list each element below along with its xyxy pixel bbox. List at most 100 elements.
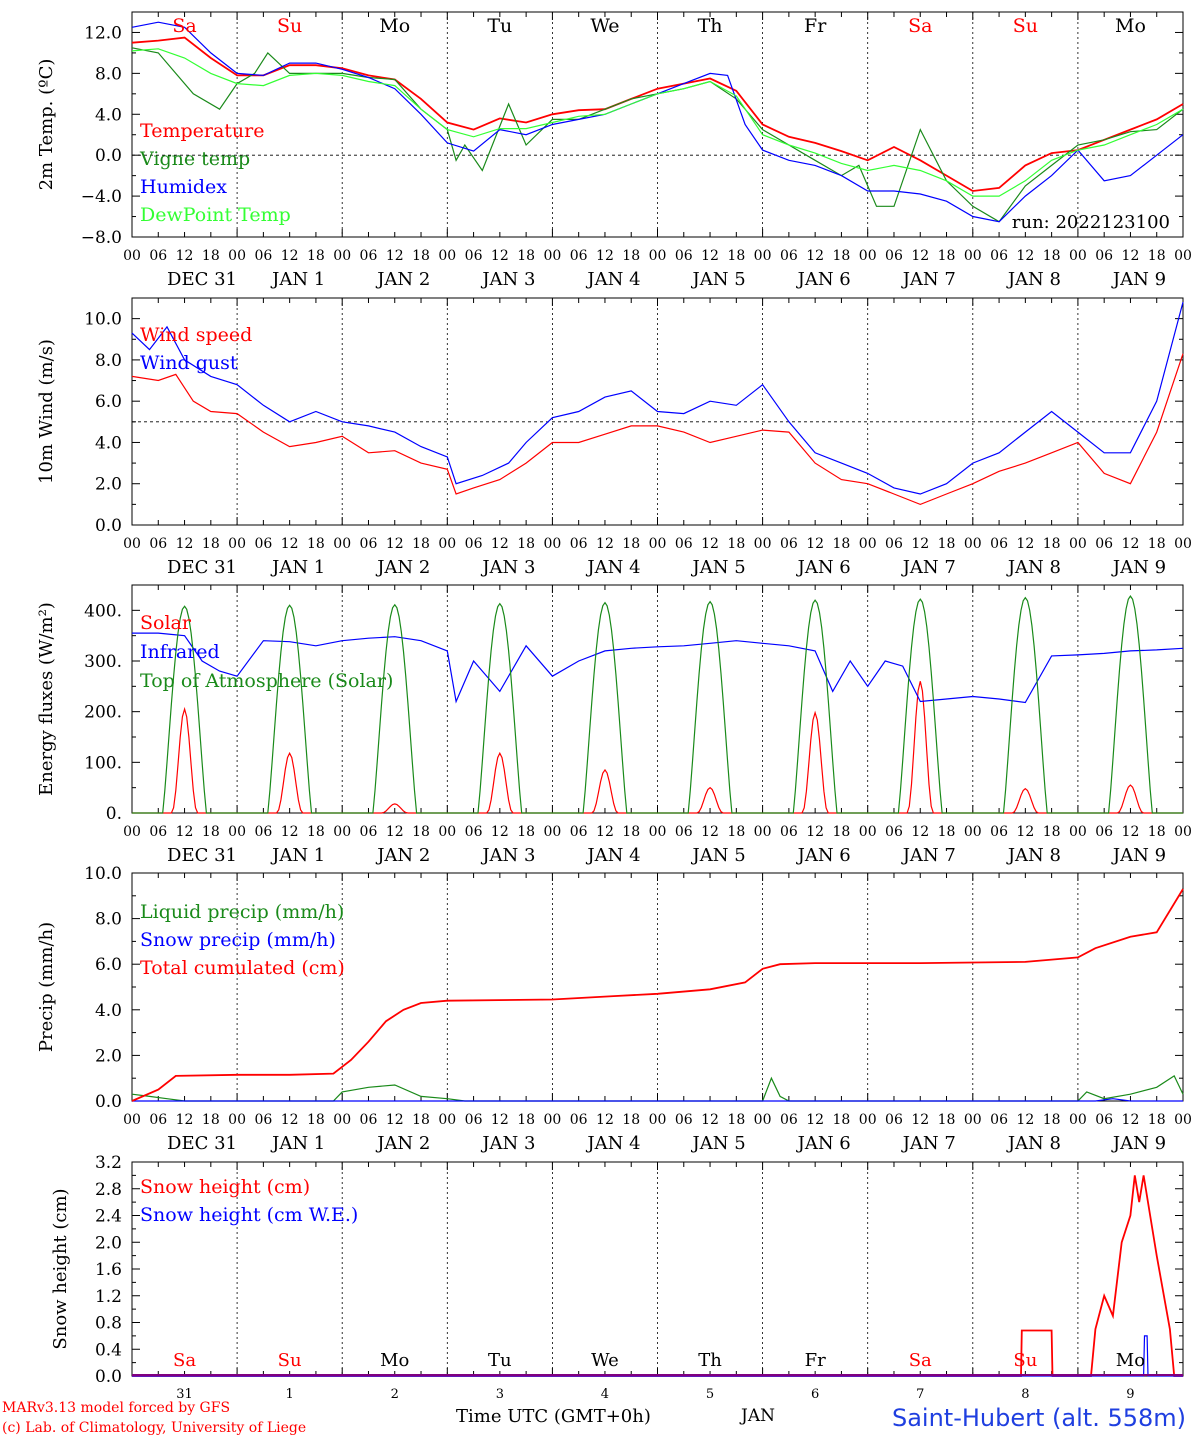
- x-date-label: JAN 3: [480, 269, 535, 290]
- x-hour-label: 06: [254, 824, 272, 840]
- x-hour-label: 18: [517, 248, 535, 264]
- x-hour-label: 06: [1095, 824, 1113, 840]
- x-hour-label: 12: [281, 824, 299, 840]
- x-hour-label: 12: [806, 1112, 824, 1128]
- series-line-top-of-atmosphere-solar-: [132, 595, 1183, 814]
- weekday-label: We: [591, 1350, 619, 1371]
- x-date-label: JAN 6: [796, 557, 851, 578]
- x-hour-label: 06: [1095, 1112, 1113, 1128]
- y-tick-label: 0.0: [95, 1367, 122, 1387]
- x-date-label: JAN 6: [796, 845, 851, 866]
- x-date-label: JAN 8: [1006, 845, 1061, 866]
- y-tick-label: 2.4: [95, 1207, 122, 1227]
- y-tick-label: 4.0: [95, 105, 122, 125]
- plot-frame: [131, 584, 1184, 814]
- weekday-label: Tu: [487, 15, 512, 37]
- y-tick-label: 0.8: [95, 1314, 122, 1334]
- day-number-label: 31: [176, 1387, 193, 1400]
- x-hour-label: 06: [990, 248, 1008, 264]
- y-tick-label: 6.0: [95, 392, 122, 412]
- x-date-label: JAN 3: [480, 557, 535, 578]
- legend-label: Humidex: [140, 176, 227, 198]
- y-tick-label: 10.0: [84, 310, 122, 330]
- x-hour-label: 12: [1016, 1112, 1034, 1128]
- series-line-dewpoint-temp: [131, 48, 1184, 197]
- y-tick-label: 0.0: [95, 146, 122, 166]
- x-date-label: JAN 5: [691, 269, 746, 290]
- weekday-label: Mo: [379, 15, 410, 37]
- x-hour-label: 06: [780, 1112, 798, 1128]
- x-hour-label: 18: [727, 824, 745, 840]
- x-date-label: DEC 31: [167, 1133, 237, 1154]
- day-number-label: 9: [1126, 1387, 1134, 1400]
- x-hour-label: 06: [254, 248, 272, 264]
- x-hour-label: 06: [1095, 536, 1113, 552]
- x-hour-label: 12: [701, 536, 719, 552]
- panel-4: 10.0 8.0 6.0 4.0 2.0 0.0 Precip (mm/h) Liquid p…: [36, 864, 1192, 1154]
- x-hour-label: 12: [806, 536, 824, 552]
- x-hour-label: 06: [885, 824, 903, 840]
- day-number-label: 3: [496, 1387, 504, 1400]
- x-date-label: JAN 1: [270, 269, 325, 290]
- series-line-humidex: [131, 21, 1184, 223]
- x-hour-label: 18: [412, 1112, 430, 1128]
- series-line-snow-height-cm-: [132, 1175, 1183, 1377]
- day-number-label: 6: [811, 1387, 819, 1400]
- x-hour-label: 00: [123, 248, 141, 264]
- x-hour-label: 12: [1122, 824, 1140, 840]
- x-hour-label: 00: [859, 824, 877, 840]
- weekday-label: Mo: [380, 1350, 409, 1371]
- x-date-label: JAN 7: [901, 557, 956, 578]
- weekday-label: Sa: [909, 1350, 932, 1371]
- y-tick-label: −8.0: [81, 228, 122, 248]
- x-hour-label: 00: [123, 1112, 141, 1128]
- x-hour-label: 00: [228, 824, 246, 840]
- x-date-label: JAN 1: [270, 845, 325, 866]
- legend-label: Liquid precip (mm/h): [140, 901, 344, 923]
- weekday-label: Su: [1013, 1350, 1037, 1371]
- x-hour-label: 00: [333, 248, 351, 264]
- x-hour-label: 12: [1122, 248, 1140, 264]
- legend-label: DewPoint Temp: [140, 204, 291, 226]
- x-hour-label: 00: [649, 824, 667, 840]
- x-hour-label: 00: [964, 824, 982, 840]
- x-date-label: JAN 6: [796, 1133, 851, 1154]
- x-hour-label: 00: [649, 248, 667, 264]
- x-hour-label: 18: [938, 536, 956, 552]
- day-number-label: 5: [706, 1387, 714, 1400]
- y-tick-label: 300.: [84, 652, 122, 672]
- x-date-label: JAN 2: [375, 1133, 430, 1154]
- x-date-label: JAN 7: [901, 845, 956, 866]
- x-hour-label: 18: [412, 248, 430, 264]
- run-label: run: 2022123100: [1012, 212, 1170, 233]
- x-hour-label: 00: [859, 536, 877, 552]
- y-tick-label: 1.2: [95, 1287, 122, 1307]
- y-axis-title: 10m Wind (m/s): [36, 339, 57, 484]
- x-hour-label: 18: [1148, 248, 1166, 264]
- x-hour-label: 18: [517, 536, 535, 552]
- x-hour-label: 12: [911, 824, 929, 840]
- x-hour-label: 18: [517, 1112, 535, 1128]
- x-hour-label: 18: [202, 248, 220, 264]
- x-hour-label: 06: [1095, 248, 1113, 264]
- x-date-label: JAN 5: [691, 557, 746, 578]
- x-hour-label: 18: [833, 248, 851, 264]
- x-date-label: JAN 8: [1006, 1133, 1061, 1154]
- x-hour-label: 00: [543, 1112, 561, 1128]
- x-hour-label: 06: [675, 824, 693, 840]
- x-hour-label: 00: [333, 536, 351, 552]
- x-hour-label: 18: [1043, 824, 1061, 840]
- x-hour-label: 18: [1148, 1112, 1166, 1128]
- legend-label: Vigne temp: [139, 148, 250, 170]
- x-date-label: JAN 1: [270, 557, 325, 578]
- x-hour-label: 06: [360, 248, 378, 264]
- x-hour-label: 06: [465, 1112, 483, 1128]
- model-credit: MARv3.13 model forced by GFS: [2, 1400, 231, 1416]
- series-line-temperature: [131, 36, 1184, 192]
- y-tick-label: 6.0: [95, 955, 122, 975]
- x-date-label: JAN 8: [1006, 269, 1061, 290]
- x-hour-label: 06: [675, 1112, 693, 1128]
- x-hour-label: 00: [754, 824, 772, 840]
- x-hour-label: 00: [333, 824, 351, 840]
- x-hour-label: 00: [123, 536, 141, 552]
